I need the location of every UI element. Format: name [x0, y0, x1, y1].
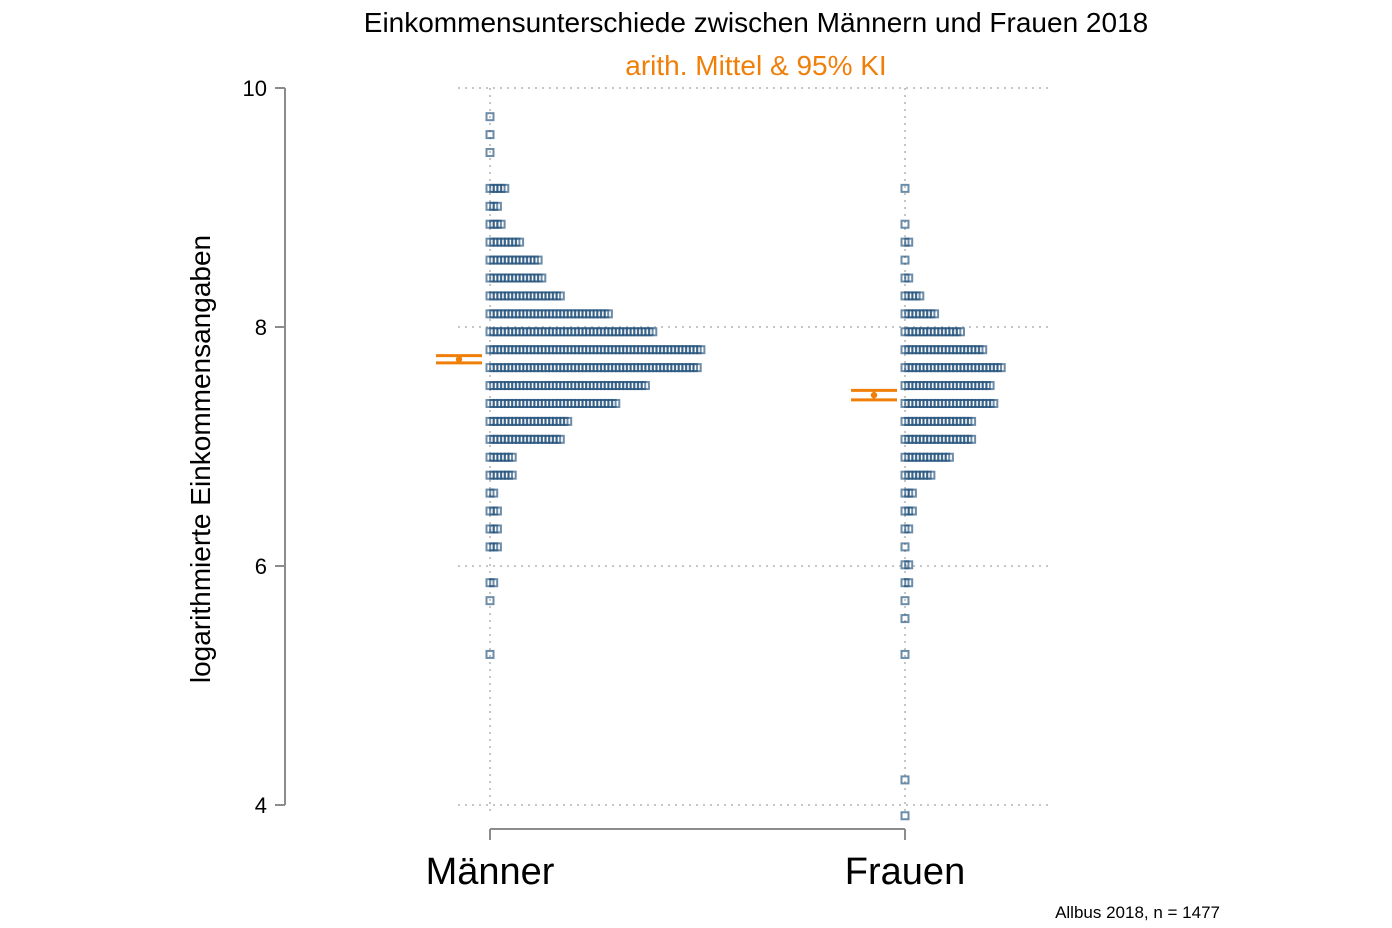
data-point [915, 291, 925, 301]
data-point [555, 291, 565, 301]
y-tick-label: 6 [255, 554, 267, 579]
x-category-label: Männer [426, 851, 555, 893]
x-category-label: Frauen [845, 851, 965, 893]
data-point [489, 578, 499, 588]
mean-point [455, 356, 463, 363]
data-point [533, 255, 543, 265]
source-note: Allbus 2018, n = 1477 [1055, 903, 1220, 922]
data-point [489, 488, 499, 498]
data-point [900, 183, 910, 193]
data-point [907, 488, 917, 498]
data-point [996, 363, 1006, 373]
data-point [904, 560, 914, 570]
data-point [485, 130, 495, 140]
data-point [907, 506, 917, 516]
y-tick-label: 4 [255, 793, 267, 818]
axes: 4 6 8 10 Männer Frauen [243, 76, 966, 893]
data-point [555, 434, 565, 444]
chart-title: Einkommensunterschiede zwischen Männern … [364, 7, 1148, 38]
y-tick-label: 10 [243, 76, 267, 101]
data-point [485, 596, 495, 606]
mean-point [870, 391, 878, 399]
data-point [900, 542, 910, 552]
data-point [900, 775, 910, 785]
data-point [492, 201, 502, 211]
chart-subtitle: arith. Mittel & 95% KI [625, 50, 886, 81]
data-point [900, 614, 910, 624]
data-point [692, 363, 702, 373]
data-point [904, 273, 914, 283]
y-axis-label: logarithmierte Einkommensangaben [185, 235, 216, 683]
data-point [900, 596, 910, 606]
data-point [967, 434, 977, 444]
data-point [563, 416, 573, 426]
data-point [496, 219, 506, 229]
data-point [507, 470, 517, 480]
data-point [492, 542, 502, 552]
data-point [492, 506, 502, 516]
data-point [930, 309, 940, 319]
grid-lines [458, 87, 1048, 815]
data-point [900, 811, 910, 821]
data-point [956, 327, 965, 337]
data-point [603, 309, 613, 319]
y-tick-label: 8 [255, 315, 267, 340]
data-point [485, 148, 495, 158]
data-point [492, 524, 502, 534]
data-point [611, 398, 621, 408]
data-point [900, 219, 910, 229]
data-point [944, 452, 954, 462]
data-point [648, 327, 658, 337]
data-point [640, 381, 650, 391]
data-point [904, 578, 914, 588]
data-point [900, 255, 910, 265]
data-points [485, 112, 1006, 821]
data-point [904, 524, 914, 534]
data-point [515, 237, 525, 247]
data-point [978, 345, 988, 355]
data-point [500, 183, 510, 193]
data-point [900, 649, 910, 659]
data-point [507, 452, 517, 462]
data-point [485, 649, 495, 659]
mean-ci-markers [436, 354, 897, 402]
data-point [926, 470, 936, 480]
data-point [967, 416, 977, 426]
data-point [537, 273, 547, 283]
data-point [985, 381, 995, 391]
data-point [904, 237, 914, 247]
data-point [696, 345, 706, 355]
data-point [485, 112, 495, 122]
data-point [989, 398, 999, 408]
